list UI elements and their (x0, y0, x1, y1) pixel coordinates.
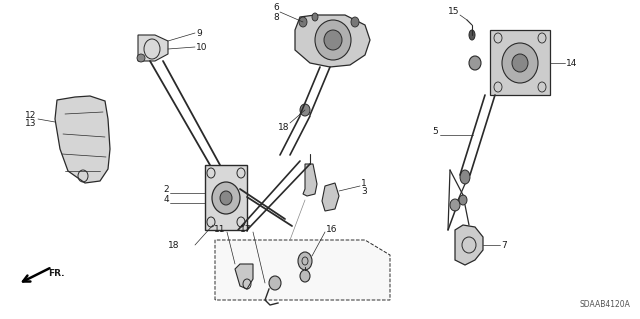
Ellipse shape (502, 43, 538, 83)
Polygon shape (138, 35, 168, 61)
Ellipse shape (299, 17, 307, 27)
Ellipse shape (469, 56, 481, 70)
Text: 9: 9 (196, 28, 202, 38)
Text: 4: 4 (163, 196, 169, 204)
Text: 3: 3 (361, 187, 367, 196)
Ellipse shape (351, 17, 359, 27)
Polygon shape (205, 165, 247, 230)
Polygon shape (235, 264, 253, 289)
Ellipse shape (220, 191, 232, 205)
Ellipse shape (137, 54, 145, 62)
Ellipse shape (450, 199, 460, 211)
Text: 18: 18 (278, 122, 289, 131)
Ellipse shape (212, 182, 240, 214)
Polygon shape (55, 96, 110, 183)
Text: 12: 12 (24, 112, 36, 121)
Text: 17: 17 (239, 226, 251, 234)
Ellipse shape (460, 170, 470, 184)
Text: 10: 10 (196, 42, 207, 51)
Text: 14: 14 (566, 58, 577, 68)
Ellipse shape (312, 13, 318, 21)
Text: 11: 11 (214, 225, 225, 234)
Text: SDAAB4120A: SDAAB4120A (579, 300, 630, 309)
Polygon shape (455, 225, 483, 265)
Text: 16: 16 (326, 226, 337, 234)
Text: 8: 8 (273, 13, 279, 23)
Ellipse shape (315, 20, 351, 60)
Ellipse shape (300, 270, 310, 282)
Text: 18: 18 (168, 241, 179, 250)
Polygon shape (303, 164, 317, 196)
Polygon shape (490, 30, 550, 95)
Text: 5: 5 (432, 128, 438, 137)
Ellipse shape (459, 195, 467, 205)
Polygon shape (295, 15, 370, 67)
Text: 6: 6 (273, 4, 279, 12)
Text: 7: 7 (501, 241, 507, 249)
Ellipse shape (269, 276, 281, 290)
Text: 2: 2 (163, 186, 169, 195)
Text: 15: 15 (447, 8, 459, 17)
Text: FR.: FR. (48, 269, 65, 278)
Polygon shape (215, 240, 390, 300)
Ellipse shape (512, 54, 528, 72)
Ellipse shape (298, 252, 312, 270)
Polygon shape (322, 183, 339, 211)
Text: 13: 13 (24, 118, 36, 128)
Text: 1: 1 (361, 179, 367, 188)
Ellipse shape (324, 30, 342, 50)
Ellipse shape (300, 104, 310, 116)
Ellipse shape (469, 30, 475, 40)
